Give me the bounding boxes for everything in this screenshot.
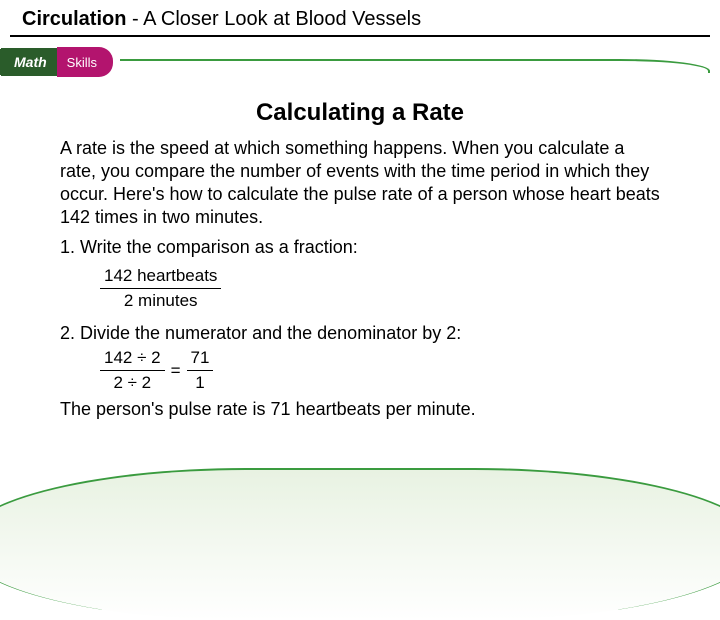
intro-paragraph: A rate is the speed at which something h… [60,137,660,229]
fraction-2-row: 142 ÷ 2 2 ÷ 2 = 71 1 [100,348,660,393]
chapter-separator: - [126,8,143,30]
slide-title: Calculating a Rate [60,99,660,127]
decorative-arc-top [120,59,710,73]
equals-sign: = [171,361,181,381]
badge-right: Skills [57,47,113,77]
step-1-text: 1. Write the comparison as a fraction: [60,237,660,258]
math-skills-badge: Math Skills [0,47,113,77]
fraction-2-left-num: 142 ÷ 2 [100,348,165,371]
decorative-swoosh-bottom [0,468,720,620]
fraction-2-right-den: 1 [187,371,214,393]
badge-row: Math Skills [0,47,720,87]
fraction-1-den: 2 minutes [100,289,221,311]
slide-content: Calculating a Rate A rate is the speed a… [0,87,720,420]
fraction-1: 142 heartbeats 2 minutes [100,266,221,311]
fraction-1-num: 142 heartbeats [100,266,221,289]
fraction-2-left: 142 ÷ 2 2 ÷ 2 [100,348,165,393]
fraction-2-left-den: 2 ÷ 2 [100,371,165,393]
chapter-subtitle: A Closer Look at Blood Vessels [143,8,421,30]
slide-header: Circulation - A Closer Look at Blood Ves… [10,0,710,37]
fraction-2-right-num: 71 [187,348,214,371]
fraction-2-right: 71 1 [187,348,214,393]
chapter-title: Circulation [22,8,126,30]
badge-left: Math [0,47,57,77]
step-2-text: 2. Divide the numerator and the denomina… [60,323,660,344]
conclusion-text: The person's pulse rate is 71 heartbeats… [60,399,660,420]
